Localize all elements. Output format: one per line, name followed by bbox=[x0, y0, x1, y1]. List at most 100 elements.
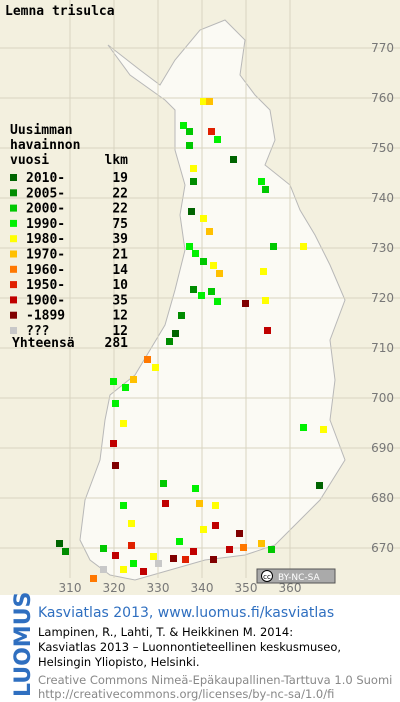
observation bbox=[210, 262, 217, 269]
observation bbox=[216, 270, 223, 277]
legend-label: 1950- bbox=[26, 278, 65, 293]
svg-text:cc: cc bbox=[263, 573, 271, 581]
legend-swatch bbox=[10, 174, 17, 181]
citation-line: Helsingin Yliopisto, Helsinki. bbox=[38, 655, 200, 669]
observation bbox=[188, 208, 195, 215]
citation-line: Lampinen, R., Lahti, T. & Heikkinen M. 2… bbox=[38, 625, 293, 639]
observation bbox=[166, 338, 173, 345]
legend-label: 1980- bbox=[26, 232, 65, 247]
observation bbox=[56, 540, 63, 547]
observation bbox=[122, 384, 129, 391]
observation bbox=[230, 156, 237, 163]
observation bbox=[112, 400, 119, 407]
observation bbox=[120, 566, 127, 573]
footer: Lampinen, R., Lahti, T. & Heikkinen M. 2… bbox=[38, 625, 392, 701]
footer-heading: Kasviatlas 2013, www.luomus.fi/kasviatla… bbox=[38, 605, 334, 621]
x-grid-label: 310 bbox=[59, 581, 82, 595]
observation bbox=[150, 553, 157, 560]
observation bbox=[112, 552, 119, 559]
legend-swatch bbox=[10, 265, 17, 273]
observation bbox=[186, 128, 193, 135]
observation bbox=[155, 560, 162, 567]
legend-label: 2010- bbox=[26, 171, 65, 186]
observation bbox=[112, 462, 119, 469]
observation bbox=[128, 542, 135, 549]
y-grid-label: 750 bbox=[371, 141, 394, 155]
y-grid-label: 700 bbox=[371, 391, 394, 405]
observation bbox=[300, 424, 307, 431]
y-grid-label: 680 bbox=[371, 491, 394, 505]
y-grid-label: 710 bbox=[371, 341, 394, 355]
observation bbox=[176, 538, 183, 545]
legend-label: 2005- bbox=[26, 186, 65, 201]
x-grid-label: 340 bbox=[191, 581, 214, 595]
observation bbox=[128, 520, 135, 527]
observation bbox=[262, 297, 269, 304]
y-grid-label: 770 bbox=[371, 41, 394, 55]
legend-count: 22 bbox=[112, 202, 128, 217]
license-badge: cc BY-NC-SA bbox=[256, 568, 336, 584]
observation bbox=[186, 243, 193, 250]
observation bbox=[178, 312, 185, 319]
observation bbox=[258, 540, 265, 547]
observation bbox=[110, 440, 117, 447]
observation bbox=[208, 128, 215, 135]
legend-swatch bbox=[10, 189, 17, 197]
observation bbox=[144, 356, 151, 363]
legend-label: 1960- bbox=[26, 263, 65, 278]
observations bbox=[56, 98, 327, 582]
observation bbox=[258, 178, 265, 185]
observation bbox=[200, 98, 207, 105]
observation bbox=[186, 142, 193, 149]
observation bbox=[190, 286, 197, 293]
legend-count-heading: lkm bbox=[105, 153, 129, 168]
observation bbox=[160, 480, 167, 487]
license-line: Creative Commons Nimeä-Epäkaupallinen-Ta… bbox=[38, 673, 392, 687]
y-grid-label: 760 bbox=[371, 91, 394, 105]
legend-heading: vuosi bbox=[10, 153, 49, 168]
brand: LUOMUS bbox=[11, 592, 36, 697]
observation bbox=[190, 178, 197, 185]
observation bbox=[240, 544, 247, 551]
observation bbox=[214, 298, 221, 305]
observation bbox=[198, 292, 205, 299]
legend-label: ??? bbox=[26, 324, 49, 339]
legend-swatch bbox=[10, 327, 17, 334]
observation bbox=[208, 288, 215, 295]
observation bbox=[212, 502, 219, 509]
legend-swatch bbox=[10, 219, 17, 227]
observation bbox=[262, 186, 269, 193]
legend-swatch bbox=[10, 311, 17, 319]
y-grid-label: 730 bbox=[371, 241, 394, 255]
observation bbox=[260, 268, 267, 275]
observation bbox=[140, 568, 147, 575]
observation bbox=[190, 548, 197, 555]
legend-label: 1970- bbox=[26, 248, 65, 263]
x-grid-label: 330 bbox=[147, 581, 170, 595]
observation bbox=[210, 556, 217, 563]
observation bbox=[270, 243, 277, 250]
legend-count: 39 bbox=[112, 232, 128, 247]
observation bbox=[100, 545, 107, 552]
legend-heading: havainnon bbox=[10, 138, 80, 153]
observation bbox=[200, 215, 207, 222]
observation bbox=[100, 566, 107, 573]
x-grid-label: 350 bbox=[235, 581, 258, 595]
x-grid-label: 360 bbox=[279, 581, 302, 595]
observation bbox=[316, 482, 323, 489]
finland-outline bbox=[79, 19, 346, 581]
observation bbox=[264, 327, 271, 334]
legend-count: 10 bbox=[112, 278, 128, 293]
badge-text: BY-NC-SA bbox=[278, 573, 321, 583]
observation bbox=[206, 98, 213, 105]
observation bbox=[62, 548, 69, 555]
legend-count: 21 bbox=[112, 248, 128, 263]
y-grid-label: 670 bbox=[371, 541, 394, 555]
legend-label: 1990- bbox=[26, 217, 65, 232]
y-grid-label: 720 bbox=[371, 291, 394, 305]
observation bbox=[206, 228, 213, 235]
observation bbox=[110, 378, 117, 385]
